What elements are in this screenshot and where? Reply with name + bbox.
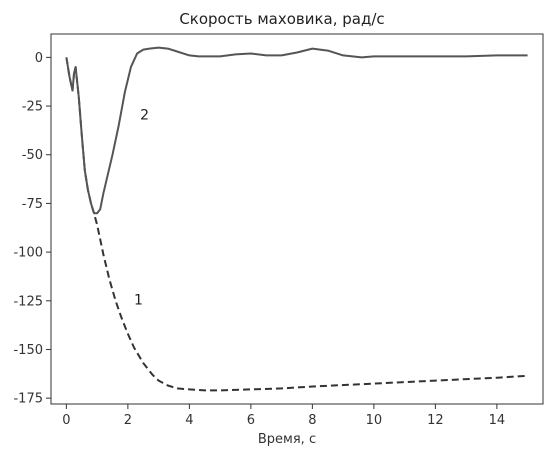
x-axis-title: Время, с (258, 432, 316, 447)
series-line-2 (65, 46, 528, 215)
annotation-layer: 12 (134, 108, 149, 309)
x-tick-label: 4 (185, 413, 193, 428)
x-tick-label: 10 (366, 413, 383, 428)
y-tick-label: -150 (13, 343, 43, 358)
x-tick-label: 6 (247, 413, 255, 428)
y-tick-label: 0 (35, 51, 43, 66)
x-axis: 0 2 4 6 8 10 12 14 (62, 404, 505, 428)
y-tick-label: -50 (22, 148, 43, 163)
curve-label-1: 1 (134, 293, 143, 309)
x-tick-label: 8 (308, 413, 316, 428)
curve-label-2: 2 (140, 108, 149, 124)
x-tick-label: 0 (62, 413, 70, 428)
x-tick-label: 14 (489, 413, 506, 428)
chart-title: Скорость маховика, рад/с (179, 10, 384, 28)
series-line-1 (65, 57, 528, 392)
y-tick-label: -125 (13, 294, 43, 309)
series-layer (65, 46, 528, 392)
y-tick-label: -175 (13, 392, 43, 407)
y-axis: 0 -25 -50 -75 -100 -125 -150 -175 (13, 51, 51, 407)
y-tick-label: -75 (22, 197, 43, 212)
x-tick-label: 12 (427, 413, 444, 428)
y-tick-label: -100 (13, 246, 43, 261)
x-tick-label: 2 (124, 413, 132, 428)
y-tick-label: -25 (22, 100, 43, 115)
plot-frame (50, 33, 544, 405)
